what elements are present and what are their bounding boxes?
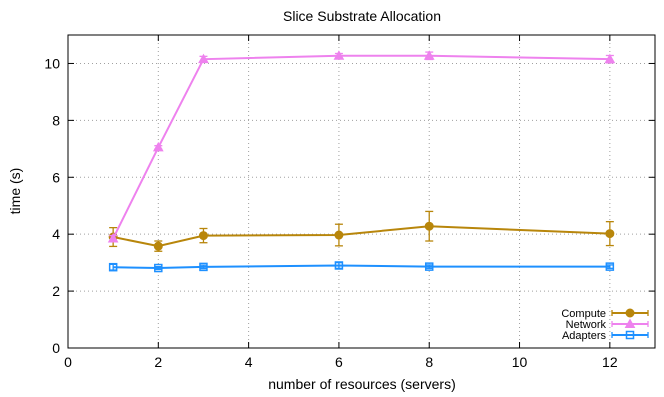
point-compute bbox=[198, 231, 208, 241]
point-network bbox=[604, 53, 616, 64]
series-line-compute bbox=[112, 225, 610, 248]
y-tick-label: 6 bbox=[52, 169, 60, 185]
y-tick-label: 8 bbox=[52, 112, 60, 128]
series-line-adapters bbox=[113, 264, 610, 270]
point-adapters bbox=[605, 262, 615, 271]
y-axis-label: time (s) bbox=[7, 168, 23, 215]
point-network bbox=[333, 50, 345, 60]
x-tick-label: 10 bbox=[512, 354, 528, 370]
legend-label-network: Network bbox=[566, 319, 607, 331]
point-adapters bbox=[424, 262, 434, 271]
point-network bbox=[152, 141, 164, 152]
x-axis-label: number of resources (servers) bbox=[268, 376, 456, 392]
x-tick-label: 12 bbox=[602, 354, 618, 370]
x-tick-label: 0 bbox=[64, 354, 72, 370]
y-tick-label: 2 bbox=[52, 283, 60, 299]
y-tick-label: 4 bbox=[52, 226, 60, 242]
legend-marker-network bbox=[624, 318, 636, 328]
x-tick-label: 8 bbox=[425, 354, 433, 370]
plot-frame bbox=[67, 34, 656, 349]
point-compute bbox=[334, 230, 344, 240]
series-compute bbox=[108, 210, 615, 252]
point-compute bbox=[153, 241, 163, 251]
legend-marker-compute bbox=[625, 308, 635, 318]
x-tick-label: 2 bbox=[154, 354, 162, 370]
legend-marker-adapters bbox=[625, 330, 635, 340]
point-network bbox=[107, 232, 119, 243]
point-network bbox=[423, 50, 435, 60]
y-tick-label: 0 bbox=[52, 340, 60, 356]
series-line-network bbox=[112, 54, 610, 239]
point-compute bbox=[605, 229, 615, 239]
series-layer bbox=[107, 50, 616, 273]
grid bbox=[68, 35, 655, 348]
x-tick-label: 6 bbox=[335, 354, 343, 370]
legend-label-adapters: Adapters bbox=[562, 330, 607, 342]
point-adapters bbox=[154, 263, 163, 273]
x-tick-label: 4 bbox=[245, 354, 253, 370]
chart-title: Slice Substrate Allocation bbox=[283, 8, 441, 24]
axis-ticks: 0 2 4 6 8 10 12 0 2 4 6 8 10 bbox=[44, 35, 655, 370]
point-adapters bbox=[334, 261, 344, 270]
y-tick-label: 10 bbox=[44, 55, 60, 71]
series-network bbox=[107, 50, 616, 243]
point-adapters bbox=[199, 262, 208, 272]
point-adapters bbox=[108, 262, 118, 272]
legend-label-compute: Compute bbox=[561, 308, 606, 320]
point-network bbox=[198, 53, 209, 64]
point-compute bbox=[424, 221, 434, 231]
series-adapters bbox=[108, 261, 615, 273]
